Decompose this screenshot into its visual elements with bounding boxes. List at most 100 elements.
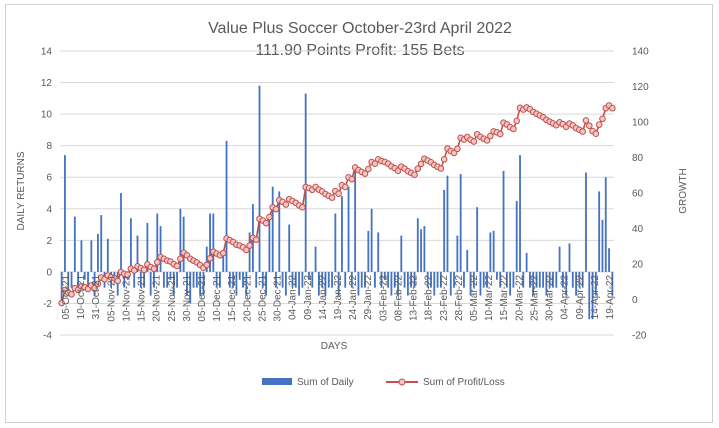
daily-bar: [598, 191, 601, 272]
daily-bar: [311, 271, 314, 288]
daily-bar: [238, 271, 241, 280]
y-axis-right-label: GROWTH: [678, 168, 689, 214]
daily-bar: [535, 271, 538, 288]
x-tick-label: 20-Mar-22: [514, 274, 525, 321]
daily-bar: [545, 271, 548, 296]
profit-loss-point: [483, 137, 491, 144]
profit-loss-point: [599, 115, 606, 123]
profit-loss-point: [579, 128, 586, 135]
daily-bar: [228, 271, 231, 288]
daily-bar: [308, 271, 310, 280]
x-tick-label: 08-Feb-22: [393, 274, 404, 321]
x-tick-label: 15-Dec-21: [227, 274, 238, 321]
profit-loss-point: [246, 242, 253, 249]
daily-bar: [519, 155, 521, 272]
x-tick-label: 25-Mar-22: [529, 274, 540, 321]
profit-loss-point: [173, 262, 181, 270]
daily-bar: [317, 271, 320, 296]
daily-bar: [87, 271, 89, 288]
right-tick-label: -20: [632, 331, 647, 342]
profit-loss-point: [58, 299, 65, 307]
profit-loss-point: [365, 165, 372, 173]
daily-bar: [271, 186, 274, 272]
daily-bar: [512, 271, 515, 288]
x-tick-label: 25-Dec-21: [257, 274, 268, 321]
x-tick-label: 03-Feb-22: [378, 274, 389, 321]
daily-bar: [90, 240, 93, 272]
daily-bar: [337, 271, 340, 296]
profit-loss-point: [140, 266, 148, 274]
daily-bar: [169, 271, 172, 280]
profit-loss-point: [361, 170, 369, 177]
daily-bars: [60, 85, 614, 320]
daily-bar: [482, 271, 485, 288]
x-tick-label: 24-Jan-22: [348, 274, 359, 319]
daily-bar: [581, 271, 584, 288]
daily-bar: [205, 246, 208, 272]
daily-bar: [578, 271, 581, 288]
x-tick-label: 20-Nov-21: [152, 274, 163, 321]
daily-bar: [202, 271, 205, 296]
daily-bar: [472, 271, 475, 288]
daily-bar: [248, 232, 251, 272]
x-tick-label: 23-Feb-22: [439, 274, 450, 321]
x-tick-label: 15-Mar-22: [499, 274, 510, 321]
legend: Sum of Daily Sum of Profit/Loss: [262, 377, 505, 388]
daily-bar: [153, 271, 155, 288]
daily-bar: [420, 229, 422, 272]
daily-bar: [106, 238, 109, 272]
daily-bar: [383, 271, 386, 280]
daily-bar: [232, 271, 235, 288]
daily-bar: [133, 271, 136, 288]
daily-bar: [327, 271, 330, 288]
x-tick-label: 10-Mar-22: [484, 274, 495, 321]
profit-loss-point: [94, 280, 102, 288]
profit-loss-point: [266, 213, 273, 221]
daily-bar: [370, 208, 373, 272]
daily-bar: [529, 271, 531, 288]
daily-bar: [525, 252, 528, 272]
left-tick-label: 14: [41, 47, 53, 58]
chart-title: Value Plus Soccer October-23rd April 202…: [208, 20, 512, 37]
profit-loss-point: [609, 104, 616, 112]
daily-bar: [380, 271, 383, 288]
daily-bar: [367, 230, 370, 272]
daily-bar: [410, 271, 413, 288]
daily-bar: [258, 85, 261, 272]
daily-bar: [505, 271, 508, 288]
daily-bar: [301, 271, 304, 288]
daily-bar: [123, 271, 126, 288]
daily-bar: [265, 271, 268, 296]
right-tick-label: 140: [632, 47, 649, 58]
daily-bar: [585, 172, 587, 272]
x-tick-label: 09-Apr-22: [575, 274, 586, 319]
daily-bar: [199, 271, 202, 296]
x-tick-label: 18-Feb-22: [424, 274, 435, 321]
x-tick-label: 10-Nov-21: [121, 274, 132, 321]
daily-bar: [304, 93, 307, 272]
x-tick-label: 25-Nov-21: [167, 274, 178, 321]
daily-bar: [172, 271, 175, 296]
daily-bar: [67, 271, 70, 296]
x-tick-label: 30-Dec-21: [273, 274, 284, 321]
daily-bar: [568, 243, 571, 272]
left-tick-label: 4: [46, 204, 52, 215]
daily-bar: [594, 271, 597, 296]
chart-frame: Value Plus Soccer October-23rd April 202…: [5, 4, 713, 423]
daily-bar: [571, 271, 574, 288]
daily-bar: [588, 271, 591, 320]
daily-bar: [192, 271, 195, 288]
daily-bar: [324, 271, 327, 296]
combo-chart: Value Plus Soccer October-23rd April 202…: [16, 20, 689, 388]
x-tick-label: 09-Jan-22: [303, 274, 314, 319]
x-tick-label: 10-Oct-21: [76, 274, 87, 319]
daily-bar: [364, 271, 366, 288]
daily-bar: [294, 271, 297, 288]
daily-bar: [209, 213, 211, 272]
daily-bar: [225, 140, 228, 272]
daily-bar: [281, 271, 284, 288]
right-tick-label: 0: [632, 295, 638, 306]
daily-bar: [235, 271, 238, 296]
profit-loss-point: [510, 125, 517, 133]
legend-swatch-profit-marker: [398, 378, 406, 386]
